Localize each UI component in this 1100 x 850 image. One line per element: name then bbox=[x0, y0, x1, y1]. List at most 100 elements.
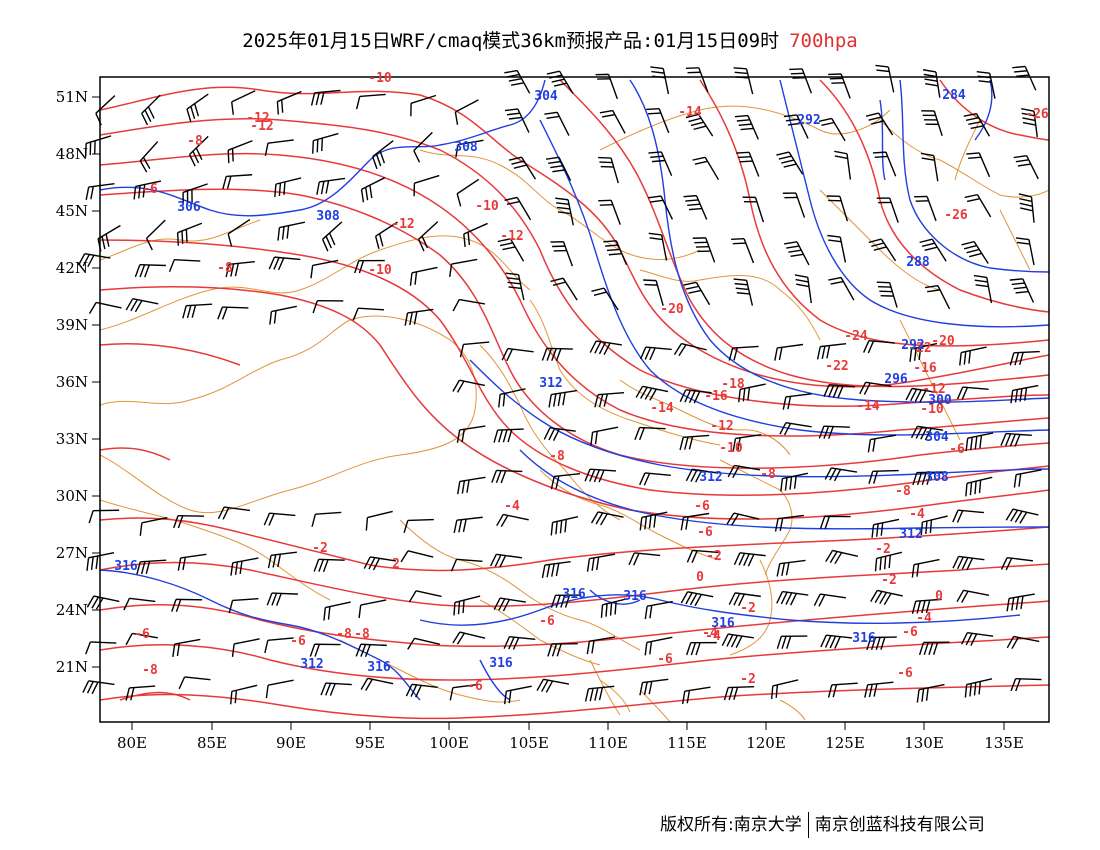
wind-barb bbox=[732, 434, 762, 452]
wind-barb bbox=[541, 347, 573, 362]
wind-barb bbox=[88, 509, 120, 524]
wind-barb bbox=[776, 151, 804, 175]
wind-barb bbox=[818, 117, 846, 142]
wind-barb bbox=[959, 346, 987, 366]
temperature-label: -4 bbox=[705, 629, 721, 644]
wind-barb bbox=[547, 642, 578, 657]
wind-barb bbox=[1005, 508, 1039, 524]
wind-barb bbox=[407, 637, 441, 650]
wind-barb bbox=[504, 108, 530, 133]
wind-barb bbox=[372, 140, 394, 170]
wind-barb bbox=[145, 219, 166, 251]
temperature-label: -6 bbox=[142, 182, 158, 197]
wind-barb bbox=[263, 512, 296, 526]
wind-barb bbox=[491, 469, 523, 484]
wind-barb bbox=[920, 152, 939, 182]
wind-barb bbox=[312, 132, 339, 154]
wind-barb bbox=[820, 634, 853, 649]
wind-barb bbox=[125, 685, 156, 701]
wind-barb bbox=[97, 224, 121, 252]
wind-barb bbox=[545, 156, 572, 181]
wind-barb bbox=[774, 343, 804, 361]
wind-barb bbox=[911, 598, 942, 614]
temperature-label: -12 bbox=[710, 419, 733, 434]
temperature-label: -14 bbox=[856, 399, 880, 414]
wind-barb bbox=[404, 308, 434, 326]
height-label: 304 bbox=[925, 430, 949, 445]
wind-barb bbox=[363, 556, 397, 571]
wind-barb bbox=[504, 69, 531, 94]
wind-barb bbox=[865, 112, 894, 136]
wind-barb bbox=[680, 512, 710, 531]
height-label: 308 bbox=[454, 140, 478, 155]
wind-barb bbox=[267, 551, 297, 569]
wind-barb bbox=[454, 99, 479, 125]
temperature-label: -6 bbox=[897, 666, 913, 681]
wind-barb bbox=[868, 469, 899, 484]
wind-barb bbox=[628, 552, 661, 566]
wind-barb bbox=[1013, 469, 1042, 488]
wind-barb bbox=[599, 109, 626, 134]
height-label: 292 bbox=[797, 113, 820, 128]
wind-barb bbox=[139, 141, 159, 173]
wind-barb bbox=[459, 341, 490, 358]
wind-barb bbox=[400, 550, 434, 563]
wind-barb bbox=[594, 392, 625, 408]
y-tick-label: 45N bbox=[56, 202, 88, 220]
wind-barb bbox=[168, 258, 201, 272]
wind-barb bbox=[648, 195, 674, 220]
wind-barb bbox=[123, 597, 156, 611]
height-label: 306 bbox=[177, 200, 201, 215]
wind-barb bbox=[77, 252, 111, 268]
wind-barb bbox=[685, 113, 714, 137]
wind-barb bbox=[603, 240, 628, 265]
wind-barb bbox=[584, 468, 617, 483]
y-tick-label: 48N bbox=[56, 145, 88, 163]
x-tick-label: 90E bbox=[276, 734, 306, 752]
x-tick-label: 105E bbox=[509, 734, 549, 752]
wind-barb bbox=[178, 676, 211, 690]
wind-barb bbox=[1013, 154, 1039, 180]
height-label: 284 bbox=[942, 88, 966, 103]
wind-barb bbox=[828, 73, 851, 99]
wind-barb bbox=[956, 589, 990, 603]
wind-barb bbox=[504, 196, 532, 221]
temperature-label: -10 bbox=[920, 402, 944, 417]
wind-barb bbox=[789, 68, 813, 94]
wind-barb bbox=[177, 553, 207, 571]
x-tick-label: 80E bbox=[117, 734, 147, 752]
wind-barb bbox=[222, 174, 253, 190]
wind-barb bbox=[590, 511, 624, 526]
y-tick-label: 21N bbox=[56, 658, 88, 676]
x-axis: 80E 85E 90E 95E 100E 105E 110E 115E 120E 125E 130E… bbox=[117, 722, 1024, 752]
wind-barb bbox=[265, 679, 294, 699]
wind-barb bbox=[827, 682, 858, 698]
temperature-label: -12 bbox=[922, 382, 945, 397]
temperature-label: -12 bbox=[246, 111, 269, 126]
wind-barb bbox=[543, 427, 576, 441]
y-axis: 51N 48N 45N 42N 39N 36N 33N 30N 27N 24N 21N bbox=[56, 88, 100, 676]
wind-barb bbox=[463, 222, 488, 248]
wind-barb bbox=[834, 150, 852, 180]
wind-barb bbox=[736, 151, 760, 177]
wind-barb bbox=[453, 595, 481, 616]
wind-barb bbox=[230, 557, 259, 576]
wind-barb bbox=[782, 192, 806, 218]
temperature-label: -6 bbox=[949, 442, 965, 457]
wind-barb bbox=[686, 641, 717, 656]
temperature-label: -22 bbox=[908, 341, 931, 356]
wind-barb bbox=[311, 511, 342, 527]
wind-barb bbox=[868, 238, 897, 262]
wind-barb bbox=[639, 346, 672, 361]
wind-barb bbox=[685, 67, 709, 93]
wind-barb bbox=[456, 425, 486, 443]
temperature-label: -4 bbox=[504, 499, 520, 514]
wind-barb bbox=[310, 89, 341, 106]
wind-barb bbox=[544, 111, 570, 136]
wind-barb bbox=[501, 347, 534, 362]
wind-barb bbox=[550, 516, 579, 536]
temperature-label: -10 bbox=[475, 199, 499, 214]
wind-barb bbox=[360, 677, 394, 691]
temperature-label: -26 bbox=[944, 208, 968, 223]
